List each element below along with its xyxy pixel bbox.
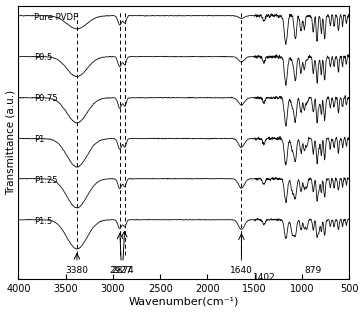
Text: 879: 879 (305, 266, 322, 275)
Text: 3380: 3380 (66, 266, 88, 275)
Text: P0.5: P0.5 (35, 53, 53, 62)
Text: P1.25: P1.25 (35, 176, 58, 185)
X-axis label: Wavenumber(cm⁻¹): Wavenumber(cm⁻¹) (128, 296, 239, 306)
Text: 2927: 2927 (110, 266, 132, 275)
Text: P1.5: P1.5 (35, 217, 53, 226)
Text: P0.75: P0.75 (35, 94, 58, 103)
Text: 2874: 2874 (111, 266, 134, 275)
Text: 1402: 1402 (253, 273, 275, 282)
Text: P1: P1 (35, 135, 45, 144)
Text: 1640: 1640 (230, 266, 253, 275)
Text: Pure PVDF: Pure PVDF (35, 12, 78, 22)
Y-axis label: Transmittance (a.u.): Transmittance (a.u.) (5, 90, 16, 195)
